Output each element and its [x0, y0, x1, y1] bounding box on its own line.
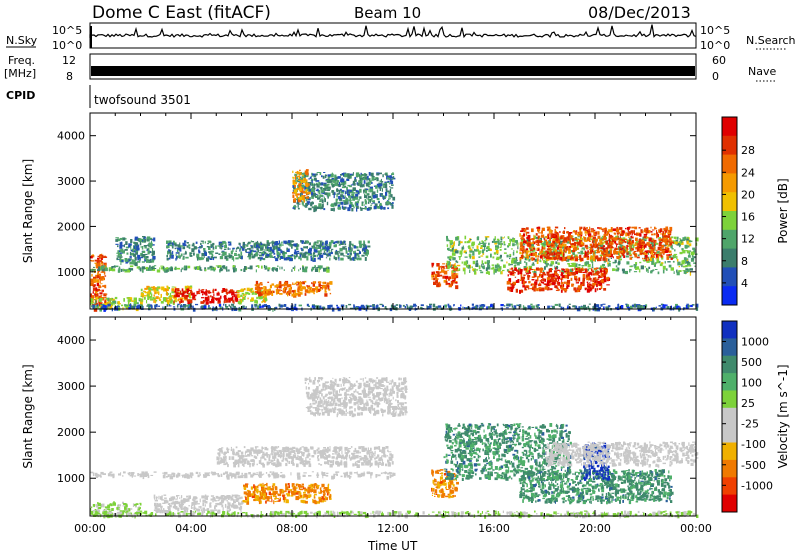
- colorbar-swatch: [722, 267, 737, 286]
- x-axis-label: Time UT: [367, 539, 418, 553]
- colorbar-tick-label: 1000: [741, 336, 769, 349]
- date-label: 08/Dec/2013: [588, 3, 691, 22]
- x-tick-label: 04:00: [175, 522, 207, 535]
- colorbar-swatch: [722, 286, 737, 305]
- velocity-panel: 1000 2000 3000 4000 00:00 04:00 08:00 12:00 16:0…: [21, 317, 790, 535]
- colorbar-swatch: [722, 477, 737, 495]
- colorbar-swatch: [722, 192, 737, 211]
- colorbar-tick-label: -500: [741, 459, 766, 472]
- colorbar-swatch: [722, 117, 737, 136]
- colorbar-swatch: [722, 425, 737, 443]
- freq-unit: [MHz]: [4, 67, 36, 80]
- y-tick-label: 3000: [57, 175, 85, 188]
- cpid-label: CPID: [6, 89, 35, 102]
- y-tick-label: 3000: [57, 380, 85, 393]
- colorbar-swatch: [722, 155, 737, 174]
- y-axis-label: Slant Range [km]: [21, 364, 35, 468]
- colorbar: 4 8 12 16 20 24 28 Power [dB]: [722, 117, 790, 306]
- colorbar-tick-label: 25: [741, 397, 755, 410]
- x-tick-label: 00:00: [680, 522, 712, 535]
- y-axis-label: Slant Range [km]: [21, 159, 35, 263]
- colorbar-swatch: [722, 249, 737, 268]
- colorbar-label: Velocity [m s^-1]: [776, 364, 790, 468]
- y-tick-label: 2000: [57, 426, 85, 439]
- colorbar-tick-label: 16: [741, 211, 755, 224]
- colorbar-swatch: [722, 373, 737, 391]
- colorbar-tick-label: 100: [741, 377, 762, 390]
- colorbar-swatch: [722, 495, 737, 513]
- colorbar-swatch: [722, 321, 737, 339]
- y-tick-label: 1000: [57, 472, 85, 485]
- x-tick-label: 08:00: [276, 522, 308, 535]
- nsearch-tick-top: 10^5: [700, 24, 730, 37]
- nave-tick-top: 60: [712, 54, 726, 67]
- x-tick-label: 12:00: [377, 522, 409, 535]
- rti-panels: 1000 2000 3000 4000 Slant Range [km] 4 8 12 16 20…: [21, 113, 790, 535]
- nsky-tick-top: 10^5: [52, 24, 82, 37]
- colorbar-tick-label: -25: [741, 418, 759, 431]
- x-tick-label: 16:00: [478, 522, 510, 535]
- colorbar-tick-label: 8: [741, 255, 748, 268]
- y-tick-label: 4000: [57, 130, 85, 143]
- y-tick-label: 2000: [57, 220, 85, 233]
- colorbar-swatch: [722, 211, 737, 230]
- freq-tick-top: 12: [62, 54, 76, 67]
- x-tick-label: 20:00: [579, 522, 611, 535]
- colorbar-swatch: [722, 173, 737, 192]
- cpid-value: twofsound 3501: [94, 93, 191, 107]
- x-tick-label: 00:00: [74, 522, 106, 535]
- nsky-tick-bottom: 10^0: [52, 39, 82, 52]
- colorbar-swatch: [722, 408, 737, 426]
- freq-label: Freq.: [8, 54, 35, 67]
- colorbar-swatch: [722, 460, 737, 478]
- nsearch-tick-bottom: 10^0: [700, 39, 730, 52]
- freq-strip: Freq. [MHz] 12 8 60 0 Nave: [4, 54, 776, 83]
- colorbar-swatch: [722, 356, 737, 374]
- beam-label: Beam 10: [354, 4, 421, 22]
- colorbar-tick-label: 28: [741, 144, 755, 157]
- power-panel: 1000 2000 3000 4000 Slant Range [km] 4 8 12 16 20…: [21, 113, 790, 312]
- colorbar-swatch: [722, 443, 737, 461]
- y-tick-label: 4000: [57, 334, 85, 347]
- nsky-strip: N.Sky 10^5 10^0 10^5 10^0 N.Search: [6, 23, 796, 52]
- radar-title: Dome C East (fitACF): [92, 3, 271, 23]
- colorbar-label: Power [dB]: [776, 178, 790, 243]
- colorbar-tick-label: 500: [741, 356, 762, 369]
- colorbar-tick-label: 12: [741, 233, 755, 246]
- y-tick-label: 1000: [57, 266, 85, 279]
- colorbar-swatch: [722, 391, 737, 409]
- nave-label: Nave: [748, 65, 776, 78]
- freq-trace: [91, 66, 695, 76]
- nsky-label: N.Sky: [6, 34, 38, 47]
- colorbar-tick-label: 20: [741, 188, 755, 201]
- colorbar-swatch: [722, 136, 737, 155]
- colorbar-swatch: [722, 230, 737, 249]
- nave-tick-bottom: 0: [712, 70, 719, 83]
- colorbar-tick-label: -100: [741, 438, 766, 451]
- colorbar-tick-label: 4: [741, 277, 748, 290]
- nsearch-label: N.Search: [746, 34, 796, 47]
- freq-tick-bottom: 8: [66, 70, 73, 83]
- colorbar-tick-label: -1000: [741, 479, 773, 492]
- colorbar-tick-label: 24: [741, 166, 755, 179]
